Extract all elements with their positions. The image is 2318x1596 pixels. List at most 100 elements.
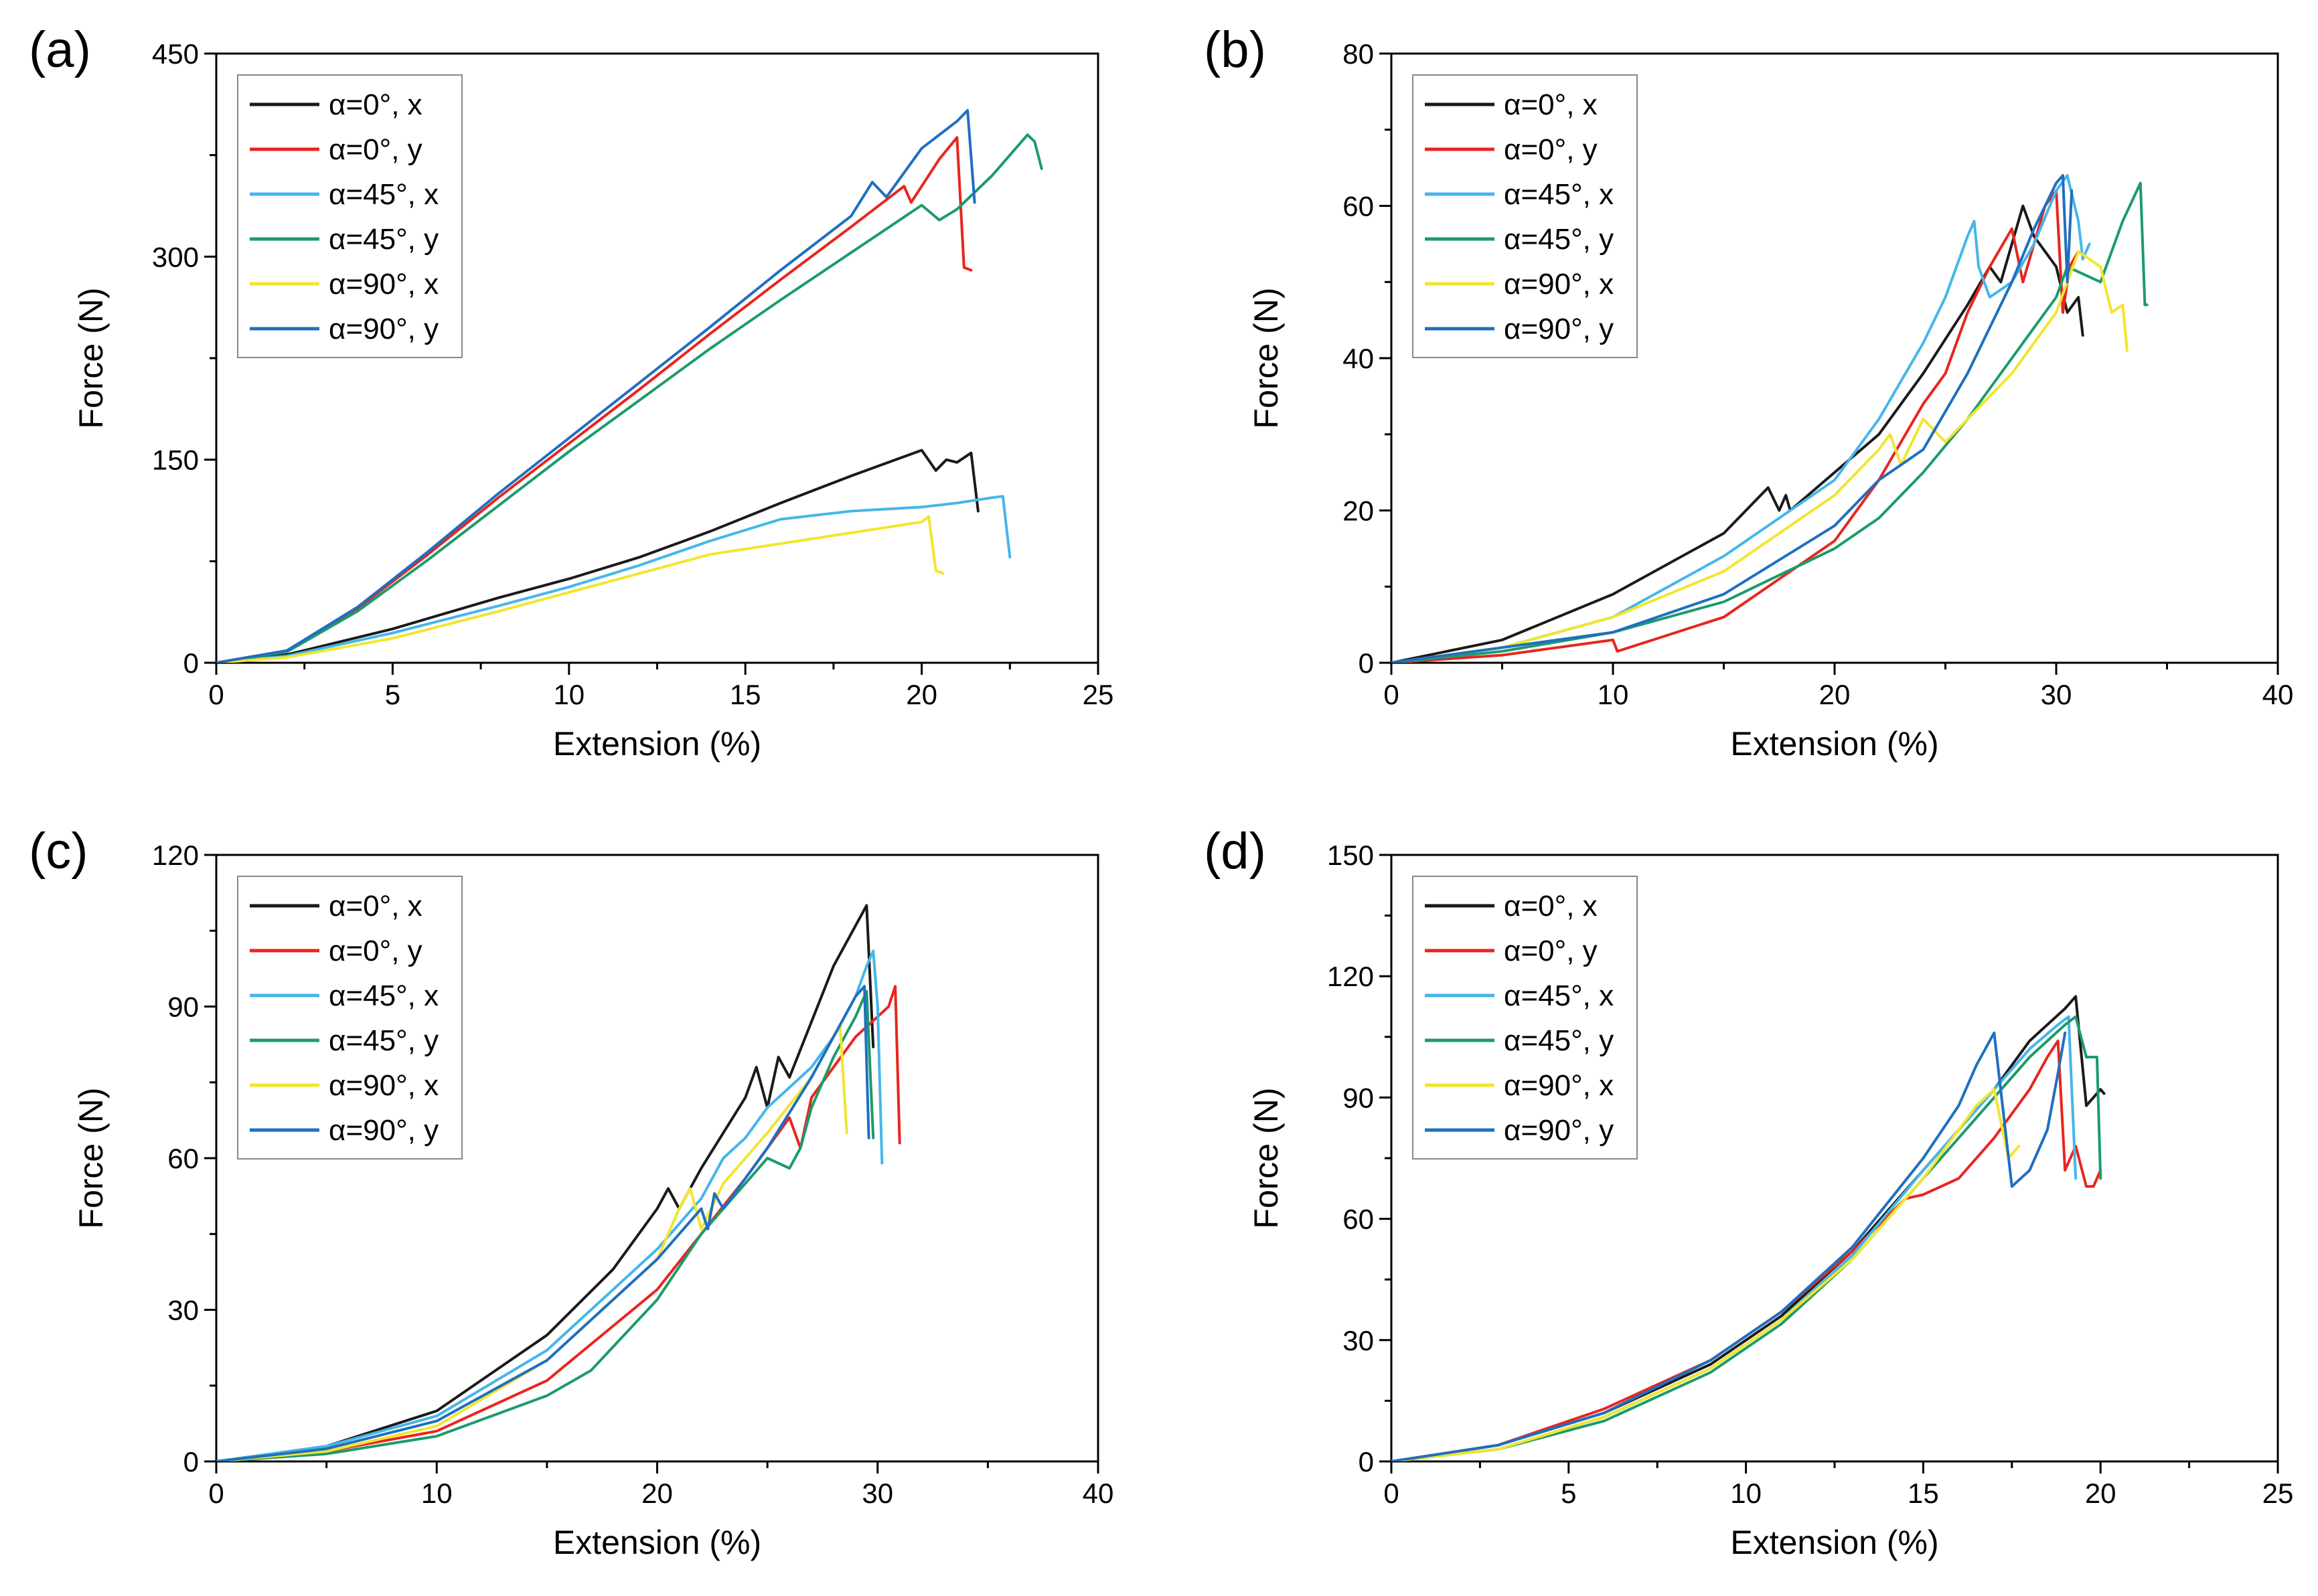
y-axis-title: Force (N) xyxy=(1247,287,1285,428)
y-tick-label: 150 xyxy=(1327,840,1374,871)
series-line-6 xyxy=(216,985,870,1461)
x-tick-label: 5 xyxy=(385,679,400,710)
y-tick-label: 300 xyxy=(152,241,199,272)
series-group xyxy=(216,108,1043,663)
y-tick-label: 0 xyxy=(1359,647,1374,679)
legend-label: α=90°, x xyxy=(1504,268,1614,301)
y-tick-label: 90 xyxy=(167,991,199,1023)
legend-label: α=90°, x xyxy=(1504,1069,1614,1102)
legend-label: α=45°, x xyxy=(329,979,439,1012)
legend-label: α=45°, x xyxy=(1504,979,1614,1012)
legend-label: α=0°, y xyxy=(329,133,422,166)
legend: α=0°, x α=0°, y α=45°, x α=45°, y α=90°, x α=… xyxy=(1412,876,1638,1160)
x-tick-label: 0 xyxy=(208,679,224,710)
series-line-4 xyxy=(1391,1015,2102,1461)
y-axis-title: Force (N) xyxy=(72,1087,110,1228)
x-tick-label: 10 xyxy=(1598,679,1629,710)
panel-3: (c) 0 10 20 30 40 0 30 60 90 120 Extension (%) Force… xyxy=(29,823,1113,1561)
series-line-1 xyxy=(1391,204,2084,663)
x-tick-label: 20 xyxy=(641,1478,673,1509)
legend-label: α=0°, x xyxy=(329,890,422,923)
series-line-6 xyxy=(1391,1031,2067,1461)
panel-label: (c) xyxy=(29,823,88,880)
series-line-3 xyxy=(216,495,1012,663)
x-tick-label: 30 xyxy=(2041,679,2072,710)
panel-label: (a) xyxy=(29,21,91,78)
legend-label: α=0°, x xyxy=(1504,88,1598,121)
x-tick-label: 0 xyxy=(208,1478,224,1509)
legend-label: α=0°, y xyxy=(1504,133,1598,166)
x-tick-label: 15 xyxy=(1908,1478,1939,1509)
panel-4: (d) 0 5 10 15 20 25 0 30 60 90 120 150 Extension (%) F… xyxy=(1204,823,2293,1561)
y-tick-label: 0 xyxy=(183,647,199,679)
legend-label: α=45°, y xyxy=(1504,1024,1614,1057)
series-line-6 xyxy=(1391,174,2074,663)
legend-label: α=45°, x xyxy=(1504,178,1614,211)
series-line-5 xyxy=(1391,250,2129,663)
x-tick-label: 20 xyxy=(1819,679,1851,710)
x-tick-label: 15 xyxy=(730,679,761,710)
x-axis-title: Extension (%) xyxy=(553,1524,761,1561)
legend-label: α=45°, y xyxy=(329,1024,439,1057)
panel-label: (b) xyxy=(1204,21,1266,78)
y-tick-label: 150 xyxy=(152,445,199,476)
x-axis-title: Extension (%) xyxy=(553,725,761,763)
x-tick-label: 0 xyxy=(1383,1478,1399,1509)
panel-2: (b) 0 10 20 30 40 0 20 40 60 80 Extension (%) Force … xyxy=(1204,21,2293,763)
y-tick-label: 120 xyxy=(152,840,199,871)
legend-label: α=90°, y xyxy=(1504,1114,1614,1147)
legend-label: α=0°, y xyxy=(1504,935,1598,967)
series-line-4 xyxy=(1391,181,2149,663)
y-tick-label: 0 xyxy=(1359,1446,1374,1478)
series-line-6 xyxy=(216,108,976,663)
y-tick-label: 80 xyxy=(1342,38,1374,70)
x-tick-label: 10 xyxy=(1730,1478,1762,1509)
series-line-1 xyxy=(216,449,980,663)
y-tick-label: 0 xyxy=(183,1446,199,1478)
series-line-4 xyxy=(216,133,1043,663)
legend: α=0°, x α=0°, y α=45°, x α=45°, y α=90°, x α=… xyxy=(1412,74,1638,358)
legend-label: α=90°, y xyxy=(329,1114,439,1147)
panel-label: (d) xyxy=(1204,823,1266,880)
legend-label: α=90°, y xyxy=(329,313,439,345)
legend-label: α=90°, x xyxy=(329,268,439,301)
series-line-4 xyxy=(216,989,875,1461)
x-tick-label: 40 xyxy=(1083,1478,1114,1509)
legend-label: α=45°, y xyxy=(1504,223,1614,256)
y-tick-label: 20 xyxy=(1342,495,1374,527)
x-tick-label: 10 xyxy=(553,679,585,710)
series-group xyxy=(216,904,901,1461)
legend: α=0°, x α=0°, y α=45°, x α=45°, y α=90°, x α=… xyxy=(237,74,463,358)
series-line-2 xyxy=(216,985,901,1461)
series-line-3 xyxy=(216,949,884,1461)
legend-box xyxy=(1412,74,1638,358)
x-tick-label: 5 xyxy=(1561,1478,1576,1509)
y-tick-label: 450 xyxy=(152,38,199,70)
series-line-2 xyxy=(1391,189,2080,663)
x-tick-label: 30 xyxy=(862,1478,893,1509)
legend-label: α=90°, y xyxy=(1504,313,1614,345)
x-tick-label: 20 xyxy=(2085,1478,2116,1509)
y-axis-title: Force (N) xyxy=(1247,1087,1285,1228)
legend: α=0°, x α=0°, y α=45°, x α=45°, y α=90°, x α=… xyxy=(237,876,463,1160)
y-tick-label: 60 xyxy=(1342,191,1374,222)
legend-box xyxy=(237,876,463,1160)
y-tick-label: 120 xyxy=(1327,961,1374,992)
y-tick-label: 30 xyxy=(167,1295,199,1326)
series-group xyxy=(1391,995,2106,1461)
series-group xyxy=(1391,174,2149,663)
y-tick-label: 30 xyxy=(1342,1325,1374,1356)
y-tick-label: 60 xyxy=(1342,1204,1374,1235)
series-line-2 xyxy=(216,136,973,663)
x-tick-label: 25 xyxy=(1083,679,1114,710)
x-tick-label: 20 xyxy=(906,679,937,710)
y-axis-title: Force (N) xyxy=(72,287,110,428)
series-line-1 xyxy=(216,904,875,1461)
legend-label: α=0°, y xyxy=(329,935,422,967)
series-line-5 xyxy=(1391,1088,2021,1461)
series-line-3 xyxy=(1391,174,2091,663)
x-axis-title: Extension (%) xyxy=(1730,1524,1938,1561)
panel-1: (a) 0 5 10 15 20 25 0 150 300 450 Extension (%) Forc… xyxy=(29,21,1113,763)
